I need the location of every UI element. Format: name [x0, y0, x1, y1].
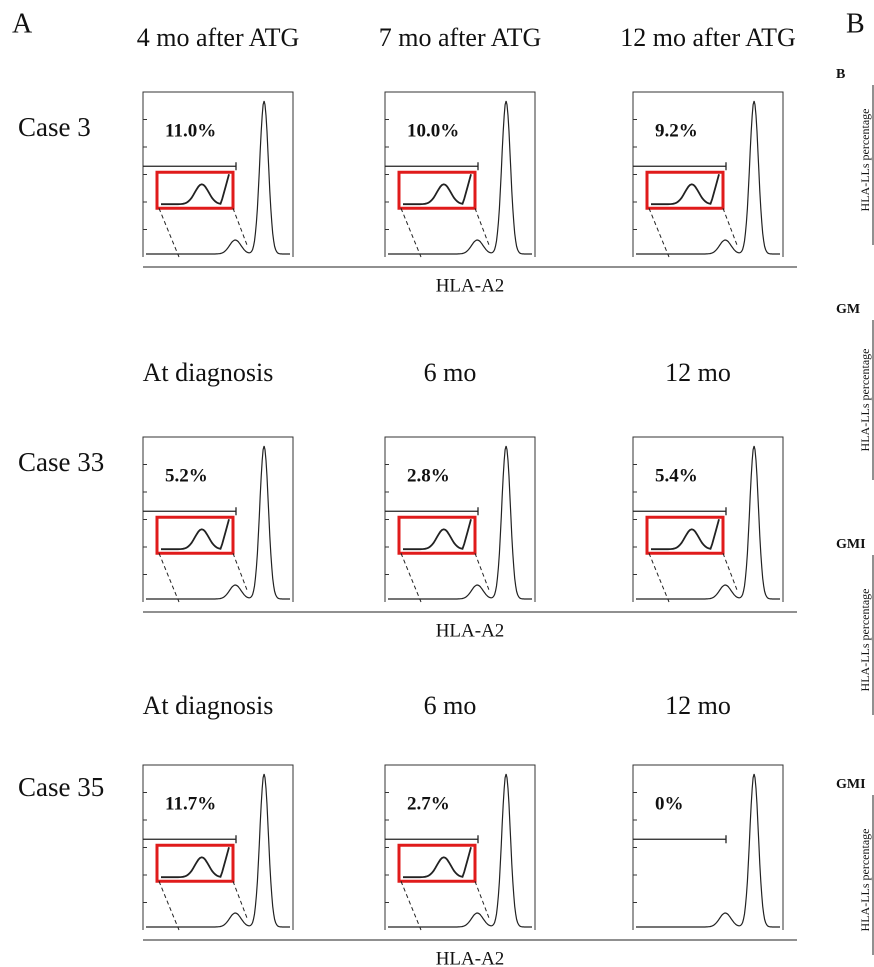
x-axis-label: HLA-A2 [436, 275, 505, 296]
zoom-guide [158, 208, 180, 258]
plot-frame [632, 91, 784, 257]
column-header: 6 mo [424, 691, 477, 720]
zoom-guide [158, 553, 180, 603]
zoom-guide [400, 208, 422, 258]
percentage-label: 5.4% [655, 466, 698, 487]
column-header: 7 mo after ATG [379, 23, 541, 52]
zoom-box [397, 515, 477, 555]
panel-label: B [846, 8, 865, 39]
zoom-box [397, 170, 477, 210]
side-panel-label: GM [836, 302, 860, 317]
zoom-guide [648, 208, 670, 258]
zoom-box [155, 843, 235, 883]
histogram-curve [636, 445, 780, 600]
histogram-curve [146, 773, 290, 928]
column-header: 12 mo after ATG [620, 23, 795, 52]
zoom-box [397, 843, 477, 883]
column-header: 4 mo after ATG [137, 23, 299, 52]
percentage-label: 9.2% [655, 121, 698, 142]
side-y-label: HLA-LLs percentage [858, 109, 872, 212]
side-panel-label: B [836, 67, 845, 82]
plot-frame [142, 91, 294, 257]
percentage-label: 10.0% [407, 121, 459, 142]
percentage-label: 11.0% [165, 121, 216, 142]
column-header: 12 mo [665, 358, 731, 387]
case-label: Case 33 [18, 447, 104, 477]
zoom-curve [161, 847, 230, 879]
zoom-guide [400, 553, 422, 603]
x-axis-label: HLA-A2 [436, 948, 505, 967]
plot-frame [142, 436, 294, 602]
percentage-label: 2.8% [407, 466, 450, 487]
histogram-curve [146, 100, 290, 255]
case-label: Case 35 [18, 772, 104, 802]
histogram-curve [388, 100, 532, 255]
zoom-curve [403, 174, 472, 206]
plot-frame [142, 764, 294, 930]
histogram-curve [146, 445, 290, 600]
plot-frame [384, 436, 536, 602]
side-y-label: HLA-LLs percentage [858, 589, 872, 692]
zoom-box [155, 170, 235, 210]
zoom-guide [648, 553, 670, 603]
column-header: At diagnosis [143, 691, 274, 720]
plot-frame [384, 764, 536, 930]
case-label: Case 3 [18, 112, 91, 142]
percentage-label: 0% [655, 794, 684, 815]
zoom-curve [403, 847, 472, 879]
percentage-label: 11.7% [165, 794, 216, 815]
plot-frame [632, 436, 784, 602]
column-header: At diagnosis [143, 358, 274, 387]
x-axis-label: HLA-A2 [436, 620, 505, 641]
plot-frame [384, 91, 536, 257]
histogram-curve [388, 445, 532, 600]
percentage-label: 5.2% [165, 466, 208, 487]
zoom-box [155, 515, 235, 555]
side-panel-label: GMI [836, 537, 866, 552]
zoom-curve [651, 174, 720, 206]
zoom-box [645, 170, 725, 210]
zoom-guide [158, 881, 180, 931]
histogram-curve [388, 773, 532, 928]
zoom-curve [161, 174, 230, 206]
side-y-label: HLA-LLs percentage [858, 829, 872, 932]
histogram-curve [636, 773, 780, 928]
histogram-curve [636, 100, 780, 255]
zoom-box [645, 515, 725, 555]
column-header: 6 mo [424, 358, 477, 387]
percentage-label: 2.7% [407, 794, 450, 815]
zoom-guide [400, 881, 422, 931]
plot-frame [632, 764, 784, 930]
column-header: 12 mo [665, 691, 731, 720]
zoom-curve [403, 519, 472, 551]
zoom-curve [651, 519, 720, 551]
side-panel-label: GMI [836, 777, 866, 792]
side-y-label: HLA-LLs percentage [858, 349, 872, 452]
zoom-curve [161, 519, 230, 551]
panel-label: A [12, 8, 33, 39]
